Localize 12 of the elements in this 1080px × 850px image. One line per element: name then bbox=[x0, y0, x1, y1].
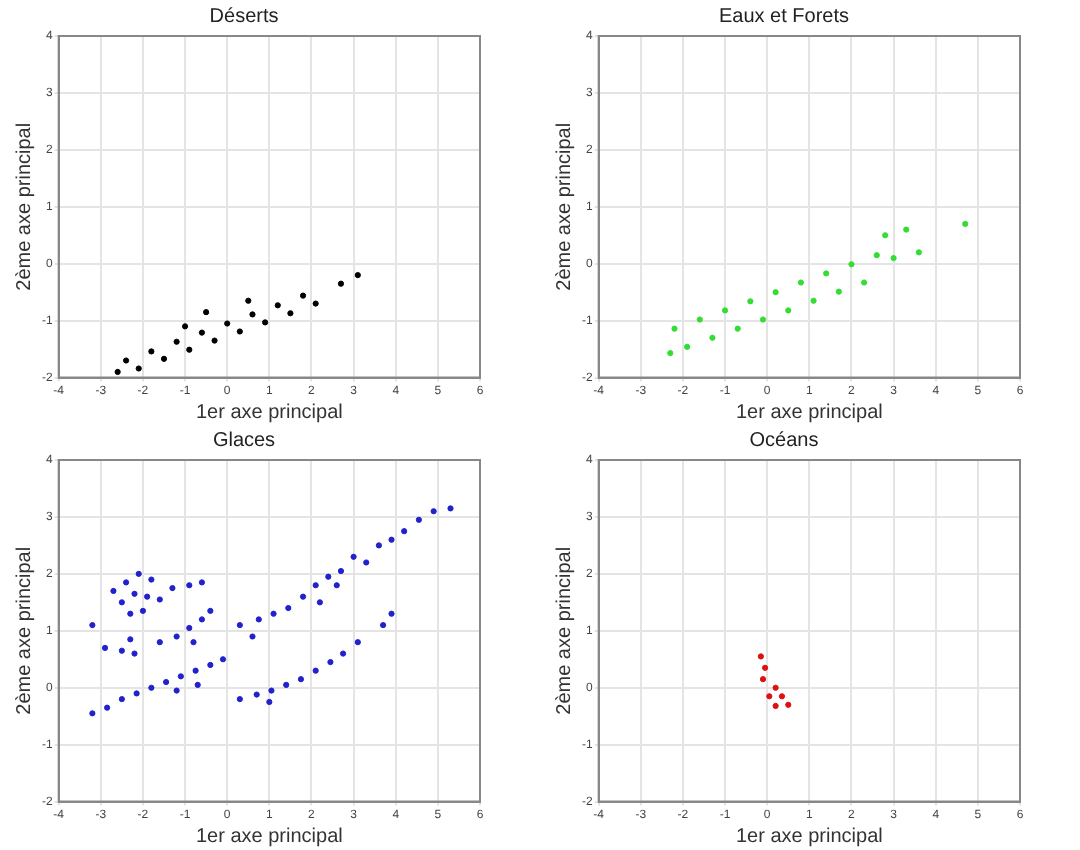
y-axis-title: 2ème axe principal bbox=[553, 546, 576, 715]
chart-title: Glaces bbox=[212, 429, 276, 452]
x-axis-title: 1er axe principal bbox=[195, 401, 343, 424]
y-axis-title: 2ème axe principal bbox=[553, 122, 576, 291]
x-axis-title: 1er axe principal bbox=[735, 401, 883, 424]
chart-title: Déserts bbox=[209, 5, 279, 28]
y-axis-title: 2ème axe principal bbox=[13, 122, 36, 291]
chart-title: Océans bbox=[749, 429, 819, 452]
x-axis-title: 1er axe principal bbox=[195, 825, 343, 848]
chart-title: Eaux et Forets bbox=[718, 5, 850, 28]
y-axis-title: 2ème axe principal bbox=[13, 546, 36, 715]
x-axis-title: 1er axe principal bbox=[735, 825, 883, 848]
